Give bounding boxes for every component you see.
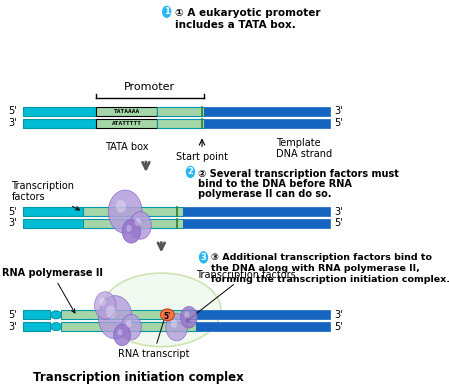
Text: 5': 5'	[334, 322, 343, 332]
Circle shape	[94, 292, 116, 319]
Circle shape	[118, 329, 123, 335]
FancyBboxPatch shape	[203, 119, 330, 128]
FancyBboxPatch shape	[183, 219, 330, 228]
Circle shape	[98, 296, 132, 339]
Circle shape	[126, 225, 132, 232]
Circle shape	[121, 314, 141, 340]
FancyBboxPatch shape	[96, 119, 158, 128]
Circle shape	[114, 324, 131, 346]
Ellipse shape	[102, 273, 221, 347]
Text: 2: 2	[188, 168, 194, 176]
Text: 5': 5'	[8, 310, 17, 320]
Text: 5': 5'	[334, 118, 343, 128]
FancyBboxPatch shape	[183, 207, 330, 216]
Text: Transcription factors: Transcription factors	[186, 270, 295, 322]
Circle shape	[184, 312, 189, 318]
Text: ③ Additional transcription factors bind to: ③ Additional transcription factors bind …	[211, 254, 432, 262]
FancyBboxPatch shape	[203, 107, 330, 116]
FancyBboxPatch shape	[23, 322, 50, 331]
Circle shape	[185, 165, 196, 179]
FancyBboxPatch shape	[196, 310, 330, 319]
Text: 5': 5'	[8, 207, 17, 217]
Ellipse shape	[161, 309, 174, 321]
Circle shape	[122, 220, 141, 243]
Text: 3': 3'	[334, 107, 343, 117]
Circle shape	[166, 313, 187, 341]
Circle shape	[108, 190, 142, 233]
Text: 3': 3'	[8, 118, 17, 128]
Ellipse shape	[51, 323, 62, 330]
Text: includes a TATA box.: includes a TATA box.	[175, 20, 296, 30]
Text: RNA polymerase II: RNA polymerase II	[1, 268, 102, 313]
FancyBboxPatch shape	[62, 322, 196, 331]
FancyBboxPatch shape	[83, 219, 183, 228]
Text: Template
DNA strand: Template DNA strand	[277, 137, 333, 159]
FancyBboxPatch shape	[196, 322, 330, 331]
FancyBboxPatch shape	[23, 119, 96, 128]
Text: 5': 5'	[8, 107, 17, 117]
Text: forming the transcription initiation complex.: forming the transcription initiation com…	[211, 275, 449, 284]
Circle shape	[130, 212, 151, 239]
Circle shape	[171, 320, 177, 328]
Circle shape	[135, 218, 141, 226]
FancyBboxPatch shape	[158, 107, 203, 116]
Text: 3': 3'	[334, 310, 343, 320]
Circle shape	[126, 320, 132, 328]
Text: polymerase II can do so.: polymerase II can do so.	[198, 189, 332, 199]
FancyBboxPatch shape	[23, 107, 96, 116]
Text: 3': 3'	[8, 218, 17, 229]
Text: the DNA along with RNA polymerase II,: the DNA along with RNA polymerase II,	[211, 264, 420, 273]
Text: 3': 3'	[334, 207, 343, 217]
Text: TATAAAA: TATAAAA	[114, 109, 140, 114]
Text: TATA box: TATA box	[105, 142, 149, 152]
Text: 5': 5'	[334, 218, 343, 229]
Text: 1: 1	[164, 7, 170, 16]
FancyBboxPatch shape	[23, 207, 83, 216]
Circle shape	[180, 306, 198, 328]
Text: 5': 5'	[164, 312, 171, 321]
FancyBboxPatch shape	[96, 107, 158, 116]
Text: 3: 3	[201, 253, 207, 262]
Text: RNA transcript: RNA transcript	[118, 313, 189, 359]
Text: ① A eukaryotic promoter: ① A eukaryotic promoter	[175, 8, 321, 18]
Text: Start point: Start point	[176, 152, 228, 162]
Text: 3': 3'	[8, 322, 17, 332]
Circle shape	[99, 298, 106, 306]
FancyBboxPatch shape	[62, 310, 196, 319]
Ellipse shape	[51, 311, 62, 319]
Circle shape	[116, 200, 126, 213]
Circle shape	[106, 305, 116, 318]
Text: bind to the DNA before RNA: bind to the DNA before RNA	[198, 179, 352, 189]
FancyBboxPatch shape	[23, 310, 50, 319]
Text: ATATTTTT: ATATTTTT	[112, 121, 142, 126]
Text: Transcription
factors: Transcription factors	[12, 181, 79, 210]
Text: Promoter: Promoter	[124, 82, 175, 92]
Circle shape	[198, 251, 209, 264]
Text: Transcription initiation complex: Transcription initiation complex	[33, 371, 244, 384]
Text: ② Several transcription factors must: ② Several transcription factors must	[198, 169, 399, 179]
FancyBboxPatch shape	[83, 207, 183, 216]
FancyBboxPatch shape	[158, 119, 203, 128]
Circle shape	[161, 5, 172, 19]
FancyBboxPatch shape	[23, 219, 83, 228]
